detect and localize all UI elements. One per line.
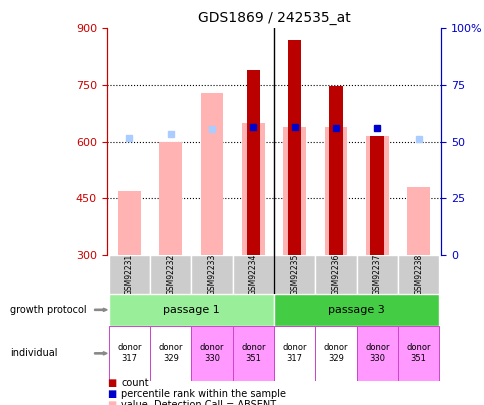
Text: donor
330: donor 330 bbox=[199, 343, 224, 363]
Text: GSM92236: GSM92236 bbox=[331, 254, 340, 295]
Text: GSM92231: GSM92231 bbox=[125, 254, 134, 295]
Bar bbox=[329, 86, 342, 255]
Bar bbox=[315, 255, 356, 294]
Text: donor
317: donor 317 bbox=[282, 343, 306, 363]
Bar bbox=[191, 326, 232, 381]
Text: GSM92235: GSM92235 bbox=[289, 254, 299, 295]
Text: GSM92233: GSM92233 bbox=[207, 254, 216, 295]
Bar bbox=[108, 255, 150, 294]
Bar bbox=[242, 123, 264, 255]
Bar bbox=[273, 326, 315, 381]
Bar bbox=[370, 136, 383, 255]
Bar bbox=[273, 294, 439, 326]
Bar bbox=[108, 294, 273, 326]
Text: count: count bbox=[121, 378, 149, 388]
Bar bbox=[287, 40, 301, 255]
Text: growth protocol: growth protocol bbox=[10, 305, 86, 315]
Bar bbox=[273, 255, 315, 294]
Text: percentile rank within the sample: percentile rank within the sample bbox=[121, 389, 286, 399]
Bar bbox=[150, 255, 191, 294]
Text: donor
351: donor 351 bbox=[241, 343, 265, 363]
Text: passage 3: passage 3 bbox=[328, 305, 384, 315]
Bar bbox=[315, 326, 356, 381]
Text: passage 1: passage 1 bbox=[163, 305, 219, 315]
Bar bbox=[159, 142, 182, 255]
Text: donor
329: donor 329 bbox=[158, 343, 182, 363]
Text: donor
317: donor 317 bbox=[117, 343, 141, 363]
Bar bbox=[200, 93, 223, 255]
Text: GSM92237: GSM92237 bbox=[372, 254, 381, 295]
Bar bbox=[324, 127, 347, 255]
Text: donor
351: donor 351 bbox=[406, 343, 430, 363]
Text: value, Detection Call = ABSENT: value, Detection Call = ABSENT bbox=[121, 401, 276, 405]
Text: individual: individual bbox=[10, 348, 57, 358]
Text: GSM92238: GSM92238 bbox=[413, 254, 422, 295]
Bar bbox=[356, 326, 397, 381]
Bar bbox=[365, 136, 388, 255]
Bar bbox=[232, 255, 273, 294]
Text: ■: ■ bbox=[106, 389, 116, 399]
Bar bbox=[397, 255, 439, 294]
Text: donor
330: donor 330 bbox=[364, 343, 389, 363]
Bar bbox=[356, 255, 397, 294]
Bar bbox=[108, 326, 150, 381]
Text: GSM92232: GSM92232 bbox=[166, 254, 175, 295]
Bar bbox=[118, 191, 140, 255]
Bar bbox=[397, 326, 439, 381]
Bar bbox=[407, 187, 429, 255]
Bar bbox=[191, 255, 232, 294]
Text: ■: ■ bbox=[106, 378, 116, 388]
Bar bbox=[232, 326, 273, 381]
Text: GSM92234: GSM92234 bbox=[248, 254, 257, 295]
Text: ■: ■ bbox=[106, 401, 116, 405]
Text: donor
329: donor 329 bbox=[323, 343, 348, 363]
Bar bbox=[283, 127, 305, 255]
Title: GDS1869 / 242535_at: GDS1869 / 242535_at bbox=[197, 11, 349, 25]
Bar bbox=[246, 70, 259, 255]
Bar bbox=[150, 326, 191, 381]
